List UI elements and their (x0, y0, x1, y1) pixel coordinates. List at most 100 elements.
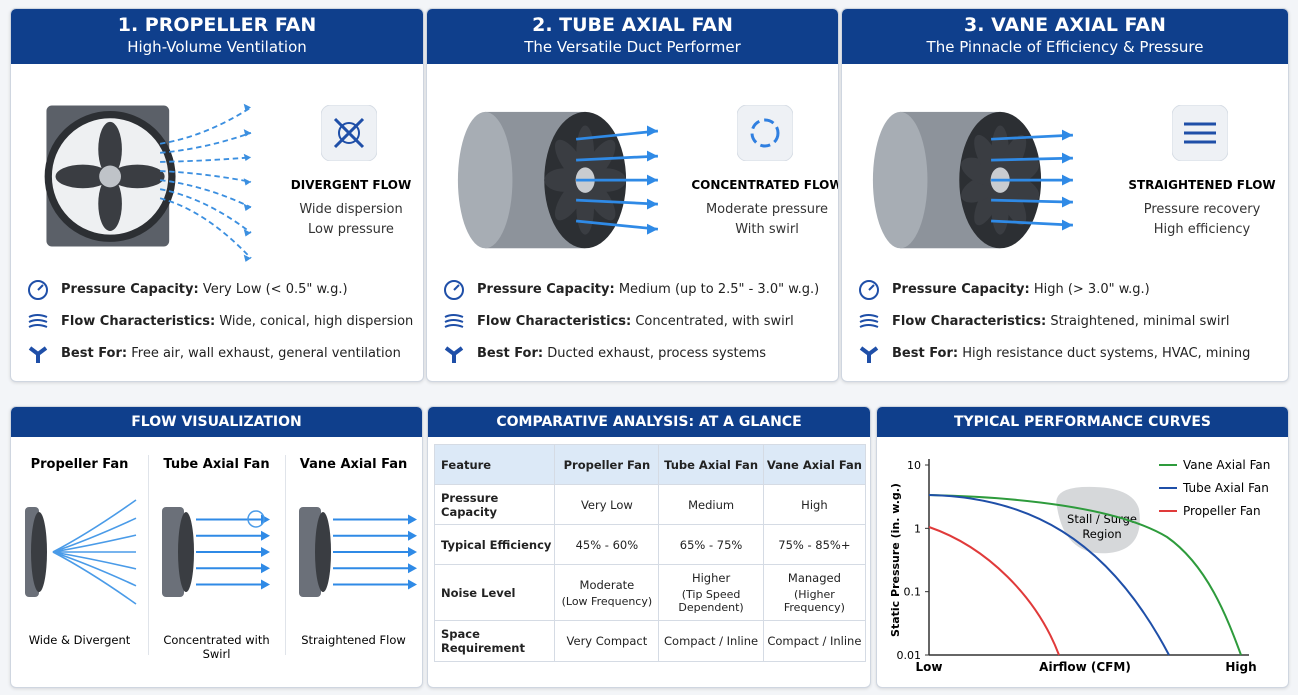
card-subtitle: High-Volume Ventilation (127, 38, 307, 56)
decoration (991, 133, 1073, 141)
spec-label: Pressure Capacity: (477, 282, 615, 297)
decoration (444, 314, 464, 328)
table-cell: Medium (658, 484, 764, 525)
legend-label: Tube Axial Fan (1182, 481, 1269, 495)
fan-illustration (44, 103, 252, 262)
flow-note: High efficiency (1153, 222, 1251, 237)
decoration (299, 507, 321, 597)
flow-drawing (299, 507, 417, 597)
decoration (52, 517, 137, 553)
table-cell: Very Compact (554, 620, 660, 662)
comparison-panel: COMPARATIVE ANALYSIS: AT A GLANCE Feature… (427, 406, 871, 688)
table-cell: Compact / Inline (658, 620, 764, 662)
decoration (37, 284, 44, 291)
decoration (408, 563, 417, 574)
table-cell: High (762, 484, 867, 525)
table-cell: Pressure Capacity (433, 484, 556, 525)
card-header: 1. PROPELLER FAN High-Volume Ventilation (11, 9, 423, 64)
table-cell: Space Requirement (433, 620, 556, 662)
comparison-table: Feature Propeller Fan Tube Axial Fan Vane A… (433, 444, 867, 662)
decoration (872, 111, 928, 249)
divider (285, 455, 286, 655)
decoration (647, 198, 658, 210)
header-cell: Feature (433, 444, 556, 485)
stall-region (1056, 486, 1140, 554)
decoration (444, 280, 464, 300)
decoration (575, 129, 659, 141)
y-tick-label: 1 (914, 522, 921, 535)
table-row: Pressure Capacity Very Low Medium High (433, 484, 867, 525)
flow-icon (737, 105, 793, 161)
card-header: 2. TUBE AXIAL FAN The Versatile Duct Perf… (427, 9, 838, 64)
decoration (159, 179, 252, 209)
decoration (647, 150, 658, 162)
spec-label: Best For: (892, 346, 959, 361)
decoration (333, 117, 365, 149)
header-cell: Tube Axial Fan (658, 444, 764, 485)
decoration (28, 314, 48, 328)
spec-text: Medium (up to 2.5" - 3.0" w.g.) (618, 282, 820, 297)
decoration (52, 551, 137, 605)
spec-row: Pressure Capacity: Medium (up to 2.5" - … (477, 282, 819, 297)
decoration (162, 507, 184, 597)
spec-row: Flow Characteristics: Wide, conical, hig… (61, 314, 413, 329)
fan-illustration (457, 111, 659, 249)
performance-curve (928, 494, 1170, 656)
x-high: High (1225, 660, 1256, 674)
decoration (261, 563, 270, 574)
table-cell: Managed (Higher Frequency) (762, 564, 867, 621)
panel-header: COMPARATIVE ANALYSIS: AT A GLANCE (428, 407, 870, 437)
panel-name: Vane Axial Fan (299, 457, 408, 472)
spec-text: High resistance duct systems, HVAC, mini… (962, 346, 1251, 361)
decoration (243, 178, 251, 186)
x-low: Low (916, 660, 943, 674)
x-axis-label: Airflow (CFM) (1039, 660, 1131, 674)
decoration (160, 156, 252, 163)
cell-line: (Low Frequency) (561, 594, 653, 608)
spec-icon (859, 280, 879, 300)
spec-text: Free air, wall exhaust, general ventilat… (131, 346, 401, 361)
table-cell: Moderate (Low Frequency) (554, 564, 660, 621)
decoration (31, 512, 47, 592)
spec-row: Best For: Ducted exhaust, process system… (477, 346, 766, 361)
spec-text: Very Low (< 0.5" w.g.) (202, 282, 348, 297)
decoration (647, 125, 658, 137)
table-row: Space Requirement Very Compact Compact / I… (433, 620, 867, 662)
y-tick-label: 0.01 (897, 649, 922, 662)
decoration (110, 164, 165, 189)
decoration (1062, 152, 1073, 164)
spec-label: Pressure Capacity: (61, 282, 199, 297)
decoration (160, 170, 252, 183)
y-tick-label: 10 (907, 459, 921, 472)
decoration (261, 579, 270, 590)
card-title: 1. PROPELLER FAN (117, 14, 317, 36)
decoration (243, 103, 251, 111)
flow-note: Low pressure (308, 222, 394, 237)
decoration (243, 254, 251, 262)
spec-icon (444, 280, 464, 300)
card-title: 3. VANE AXIAL FAN (964, 14, 1166, 36)
decoration (750, 118, 780, 148)
decoration (338, 122, 360, 144)
panel-caption: Concentrated with Swirl (163, 633, 270, 661)
card-subtitle: The Versatile Duct Performer (524, 38, 741, 56)
card-title: 2. TUBE AXIAL FAN (532, 14, 733, 36)
spec-icon (28, 346, 48, 363)
decoration (453, 284, 460, 291)
panel-caption: Straightened Flow (301, 633, 406, 647)
performance-curve (928, 494, 1242, 656)
flow-label: DIVERGENT FLOW (290, 178, 412, 192)
spec-row: Best For: High resistance duct systems, … (892, 346, 1250, 361)
decoration (159, 106, 252, 145)
decoration (159, 197, 252, 259)
table-cell: Typical Efficiency (433, 524, 556, 565)
annotation: Stall / Surge (1067, 512, 1137, 526)
fan-card: 3. VANE AXIAL FAN The Pinnacle of Efficie… (841, 8, 1289, 382)
spec-row: Pressure Capacity: Very Low (< 0.5" w.g.… (61, 282, 348, 297)
spec-icon (859, 314, 879, 328)
flow-note: Pressure recovery (1143, 202, 1261, 217)
decoration (55, 121, 165, 231)
spec-row: Flow Characteristics: Concentrated, with… (477, 314, 794, 329)
decoration (243, 229, 251, 237)
performance-chart: 10 1 0.1 0.01 Static Pressure (in. w.g.) Low A… (889, 458, 1270, 674)
